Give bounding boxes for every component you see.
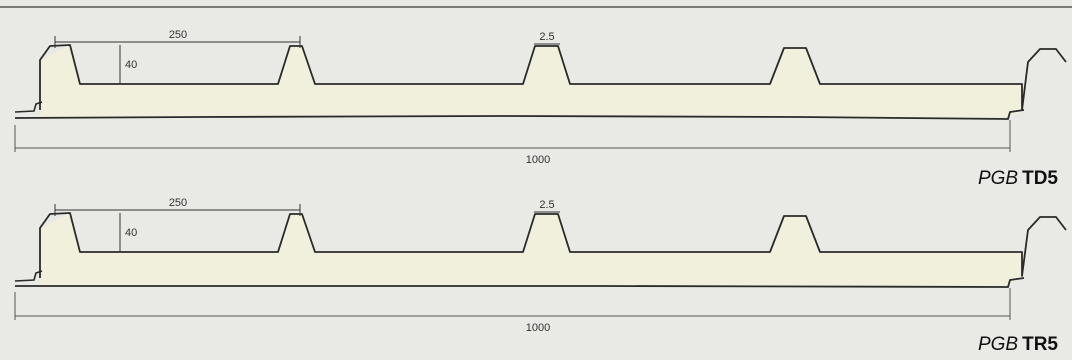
width-label: 1000 xyxy=(526,322,550,334)
panel-core-fill xyxy=(40,213,1022,286)
panel-top-sheet xyxy=(39,212,1067,278)
brand-name: PGB xyxy=(977,168,1019,189)
panel-tr5: 250 40 2.5 1000 xyxy=(14,197,1067,334)
panel-bottom-sheet xyxy=(14,109,1025,120)
pitch-label: 250 xyxy=(169,29,187,41)
width-label: 1000 xyxy=(526,154,550,166)
brand-name: PGB xyxy=(977,334,1019,355)
panel-left-joint xyxy=(14,270,43,282)
panel-top-sheet xyxy=(39,44,1067,111)
panel-td5: 250 40 2.5 1000 xyxy=(14,29,1067,166)
panel-caption-tr5: PGB TR5 xyxy=(978,334,1058,356)
height-label: 40 xyxy=(125,59,137,71)
model-name: TR5 xyxy=(1022,334,1058,355)
panel-caption-td5: PGB TD5 xyxy=(978,168,1058,190)
thickness-label: 2.5 xyxy=(539,31,554,43)
model-name: TD5 xyxy=(1022,168,1058,189)
pitch-label: 250 xyxy=(169,197,187,209)
panel-bottom-sheet xyxy=(15,277,1025,288)
height-label: 40 xyxy=(125,227,137,239)
thickness-label: 2.5 xyxy=(539,199,554,211)
panel-left-joint xyxy=(14,101,43,113)
